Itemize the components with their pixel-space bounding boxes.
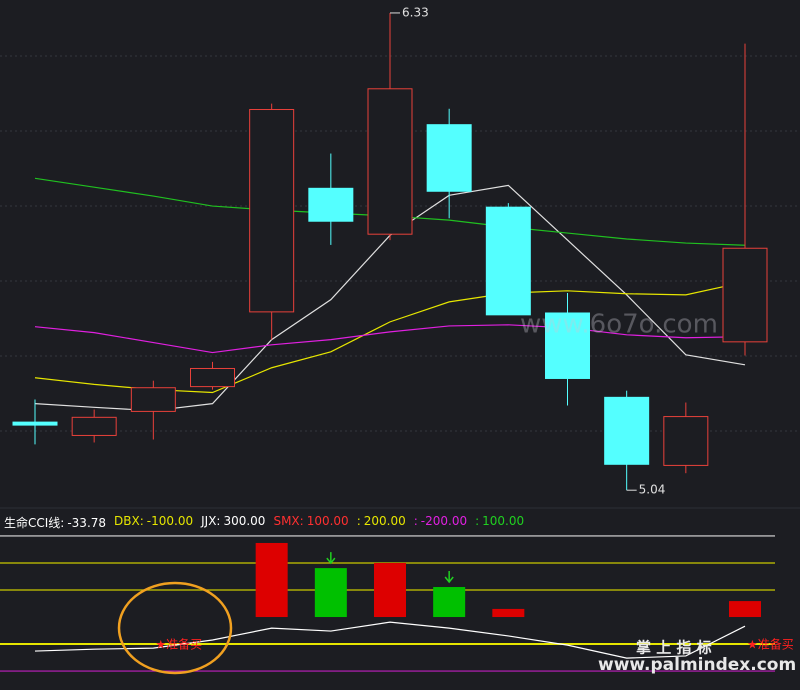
indicator-bar bbox=[314, 568, 347, 618]
item-value: 100.00 bbox=[482, 514, 525, 528]
indicator-bar bbox=[729, 601, 761, 618]
candle-body bbox=[71, 416, 117, 436]
item-name: : bbox=[475, 514, 480, 528]
item-value: 100.00 bbox=[306, 514, 349, 528]
item-value: 300.00 bbox=[223, 514, 266, 528]
item-name: JJX: bbox=[201, 514, 221, 528]
indicator-bar bbox=[433, 587, 466, 618]
indicator-item: JJX: 300.00 bbox=[201, 514, 265, 531]
item-value: 200.00 bbox=[363, 514, 406, 528]
annotation-label: 5.04 bbox=[639, 483, 666, 497]
candle-body bbox=[249, 109, 295, 313]
signal-label: ★准备买 bbox=[155, 638, 202, 652]
candle-body bbox=[663, 416, 709, 466]
watermark: 掌 上 指 标 bbox=[636, 639, 712, 657]
arrow bbox=[444, 571, 454, 584]
candle-body bbox=[12, 421, 58, 426]
indicator-item: DBX: -100.00 bbox=[114, 514, 193, 531]
item-value: -33.78 bbox=[67, 516, 107, 530]
indicator-item: : -200.00 bbox=[414, 514, 467, 531]
item-value: -200.00 bbox=[420, 514, 468, 528]
cci-line bbox=[34, 621, 746, 659]
candle-body bbox=[190, 367, 235, 388]
arrow bbox=[326, 552, 336, 565]
indicator-bar bbox=[255, 542, 288, 618]
indicator-item: SMX: 100.00 bbox=[273, 514, 348, 531]
signal-label: ★准备买 bbox=[747, 638, 794, 652]
indicator-item: 生命CCI线: -33.78 bbox=[4, 514, 106, 531]
item-name: : bbox=[413, 514, 418, 528]
indicator-bar bbox=[374, 562, 406, 618]
item-name: : bbox=[356, 514, 361, 528]
candle-body bbox=[367, 88, 413, 235]
annotation-label: 6.33 bbox=[402, 5, 429, 19]
item-name: SMX: bbox=[273, 514, 304, 528]
watermark: www.palmindex.com bbox=[598, 655, 796, 675]
watermark: www.6o7o.com bbox=[520, 310, 718, 340]
item-name: DBX: bbox=[114, 514, 144, 528]
candle-body bbox=[426, 124, 472, 192]
indicator-item: :200.00 bbox=[357, 514, 406, 531]
highlight-circle bbox=[117, 581, 233, 675]
indicator-header: 生命CCI线: -33.78 DBX: -100.00 JJX: 300.00 SMX: 10… bbox=[4, 514, 532, 531]
candle-body bbox=[130, 387, 176, 412]
candle-body bbox=[722, 247, 768, 343]
indicator-bar bbox=[492, 608, 525, 618]
candle-body bbox=[545, 312, 590, 379]
candle-body bbox=[604, 396, 650, 465]
ma-line bbox=[34, 324, 746, 354]
candle-body bbox=[308, 187, 354, 222]
item-name: 生命CCI线: bbox=[4, 516, 65, 530]
indicator-item: :100.00 bbox=[475, 514, 524, 531]
item-value: -100.00 bbox=[146, 514, 194, 528]
candle-body bbox=[485, 206, 531, 316]
